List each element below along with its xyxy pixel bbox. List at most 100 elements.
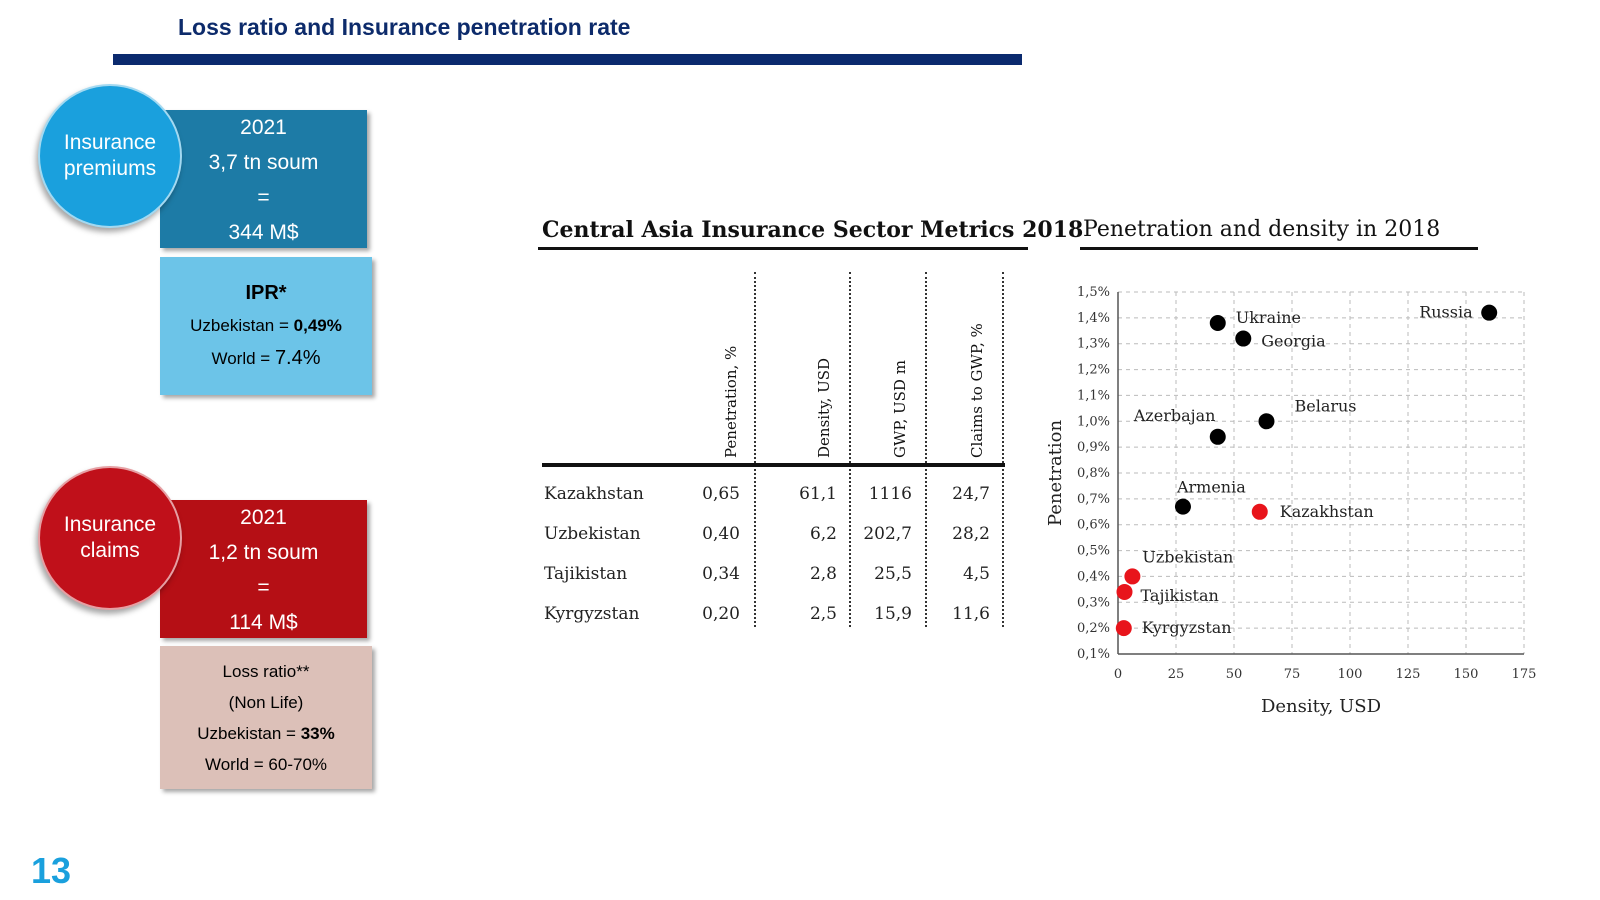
ipr-world: World = 7.4%	[160, 342, 372, 375]
table-row-name: Kazakhstan	[544, 484, 644, 504]
loss-uz-value: 33%	[300, 724, 335, 743]
data-point	[1258, 413, 1275, 430]
ipr-uz-label: Uzbekistan =	[190, 316, 294, 335]
premiums-circle: Insurance premiums	[38, 84, 182, 228]
table-cell: 2,8	[809, 564, 837, 584]
table-header-density: Density, USD	[815, 357, 833, 458]
x-tick-label: 175	[1512, 667, 1537, 682]
table-row-name: Uzbekistan	[544, 524, 641, 544]
premiums-circle-line1: Insurance	[63, 131, 157, 154]
y-tick-label: 1,0%	[1077, 414, 1110, 429]
table-cell: 15,9	[874, 604, 912, 624]
data-point-label: Ukraine	[1236, 308, 1301, 327]
data-point-label: Azerbajan	[1133, 406, 1216, 425]
table-cell: 24,7	[952, 484, 990, 504]
claims-box: 2021 1,2 tn soum = 114 M$	[160, 500, 367, 638]
premiums-box: 2021 3,7 tn soum = 344 M$	[160, 110, 367, 248]
x-axis-label: Density, USD	[1261, 696, 1381, 717]
y-tick-label: 1,2%	[1077, 363, 1110, 378]
table-title-underline	[538, 247, 1028, 250]
premiums-circle-line2: premiums	[63, 157, 157, 180]
x-tick-label: 50	[1226, 667, 1243, 682]
premiums-usd: 344 M$	[228, 221, 299, 244]
table-cell: 28,2	[952, 524, 990, 544]
claims-equals: =	[257, 576, 270, 599]
data-point-label: Kazakhstan	[1280, 502, 1374, 521]
y-tick-label: 1,3%	[1077, 337, 1110, 352]
x-tick-label: 125	[1396, 667, 1421, 682]
data-point-label: Kyrgyzstan	[1142, 618, 1232, 637]
data-point	[1124, 568, 1141, 585]
loss-uz-label: Uzbekistan =	[197, 724, 301, 743]
y-tick-label: 0,3%	[1077, 595, 1110, 610]
y-tick-label: 0,7%	[1077, 492, 1110, 507]
y-tick-label: 1,1%	[1077, 388, 1110, 403]
data-point	[1115, 620, 1132, 637]
loss-ratio-box: Loss ratio** (Non Life) Uzbekistan = 33%…	[160, 646, 372, 789]
table-column-separator	[925, 272, 927, 627]
data-point-label: Tajikistan	[1140, 586, 1218, 605]
loss-ratio-uzbekistan: Uzbekistan = 33%	[160, 718, 372, 749]
data-point	[1209, 428, 1226, 445]
table-row-name: Kyrgyzstan	[544, 604, 640, 624]
y-tick-label: 0,1%	[1077, 647, 1110, 662]
table-cell: 2,5	[809, 604, 837, 624]
table-cell: 0,34	[702, 564, 740, 584]
table-cell: 1116	[868, 484, 912, 504]
table-cell: 61,1	[799, 484, 837, 504]
ipr-world-label: World =	[211, 349, 275, 368]
y-tick-label: 1,5%	[1077, 285, 1110, 300]
table-header-claims: Claims to GWP, %	[968, 323, 986, 458]
chart-title: Penetration and density in 2018	[1083, 217, 1441, 242]
ipr-title: IPR*	[245, 282, 287, 304]
table-cell: 0,40	[702, 524, 740, 544]
table-header-gwp: GWP, USD m	[891, 360, 909, 458]
claims-circle-line1: Insurance	[63, 513, 157, 536]
y-tick-label: 1,4%	[1077, 311, 1110, 326]
x-tick-label: 25	[1168, 667, 1185, 682]
table-cell: 0,65	[702, 484, 740, 504]
x-tick-label: 100	[1338, 667, 1363, 682]
x-tick-label: 150	[1454, 667, 1479, 682]
data-point	[1251, 503, 1268, 520]
data-point	[1174, 498, 1191, 515]
title-underline-bar	[113, 54, 1022, 65]
x-tick-label: 75	[1284, 667, 1301, 682]
table-header-penetration: Penetration, %	[722, 345, 740, 458]
data-point-label: Russia	[1419, 303, 1473, 322]
table-cell: 6,2	[809, 524, 837, 544]
table-cell: 0,20	[702, 604, 740, 624]
loss-ratio-world: World = 60-70%	[204, 755, 328, 774]
claims-circle-line2: claims	[80, 539, 140, 562]
y-tick-label: 0,4%	[1077, 569, 1110, 584]
table-title: Central Asia Insurance Sector Metrics 20…	[542, 217, 1084, 243]
premiums-equals: =	[257, 186, 270, 209]
data-point	[1209, 315, 1226, 332]
table-column-separator	[849, 272, 851, 627]
y-tick-label: 0,2%	[1077, 621, 1110, 636]
table-row-name: Tajikistan	[544, 564, 628, 584]
ipr-world-value: 7.4%	[274, 347, 321, 369]
table-cell: 4,5	[962, 564, 990, 584]
data-point	[1116, 583, 1133, 600]
slide-title: Loss ratio and Insurance penetration rat…	[178, 14, 631, 40]
premiums-year: 2021	[240, 116, 287, 139]
data-point-label: Belarus	[1294, 396, 1356, 415]
table-cell: 11,6	[952, 604, 990, 624]
chart-title-underline	[1080, 247, 1478, 250]
y-tick-label: 0,8%	[1077, 466, 1110, 481]
y-tick-label: 0,5%	[1077, 544, 1110, 559]
data-point	[1481, 304, 1498, 321]
table-column-separator	[754, 272, 756, 627]
y-tick-label: 0,9%	[1077, 440, 1110, 455]
y-tick-label: 0,6%	[1077, 518, 1110, 533]
y-axis-label: Penetration	[1045, 420, 1066, 527]
claims-usd: 114 M$	[229, 611, 298, 634]
data-point	[1235, 330, 1252, 347]
loss-ratio-title: Loss ratio**	[222, 662, 310, 681]
loss-ratio-subtitle: (Non Life)	[228, 693, 304, 712]
ipr-box: IPR* Uzbekistan = 0,49% World = 7.4%	[160, 257, 372, 395]
claims-circle: Insurance claims	[38, 466, 182, 610]
table-column-separator	[1002, 272, 1004, 627]
claims-year: 2021	[240, 506, 287, 529]
